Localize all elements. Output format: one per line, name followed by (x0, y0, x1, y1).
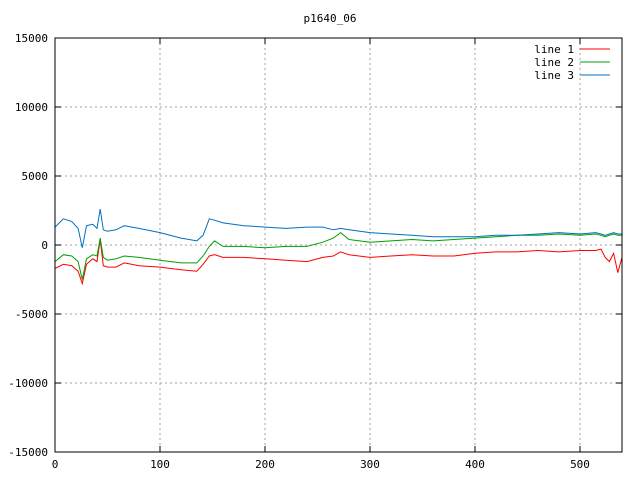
y-tick-label: 0 (41, 239, 48, 252)
series-lines (54, 209, 623, 286)
x-tick-label: 300 (360, 458, 380, 471)
series-line-1 (54, 239, 623, 286)
y-tick-label: 10000 (15, 101, 48, 114)
series-line-3 (54, 209, 622, 248)
chart-title: p1640_06 (304, 12, 357, 25)
y-tick-label: 15000 (15, 32, 48, 45)
plot-frame (54, 37, 623, 453)
axis-ticks: -15000 -10000 -5000 0 5000 10000 15000 0 100 200 3… (8, 32, 622, 471)
x-tick-label: 100 (150, 458, 170, 471)
x-tick-label: 500 (570, 458, 590, 471)
legend-label: line 1 (534, 43, 574, 56)
x-tick-label: 0 (52, 458, 59, 471)
grid-lines (55, 38, 622, 452)
y-tick-label: -10000 (8, 377, 48, 390)
x-tick-label: 400 (465, 458, 485, 471)
legend-label: line 3 (534, 69, 574, 82)
y-tick-label: -5000 (15, 308, 48, 321)
series-line-2 (54, 231, 622, 280)
legend-label: line 2 (534, 56, 574, 69)
x-tick-label: 200 (255, 458, 275, 471)
y-tick-label: -15000 (8, 446, 48, 459)
y-tick-label: 5000 (22, 170, 49, 183)
